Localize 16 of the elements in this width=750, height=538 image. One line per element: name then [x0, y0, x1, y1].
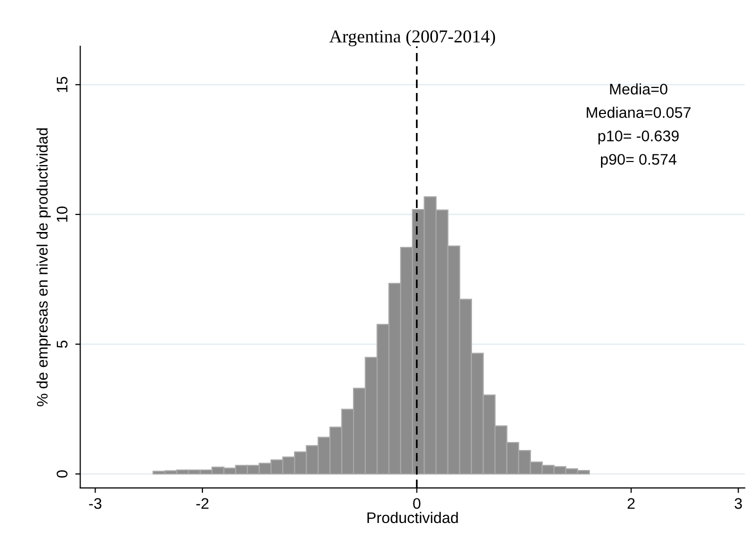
y-tick-label: 0: [56, 470, 68, 478]
x-tick-label: -2: [196, 498, 208, 509]
chart-title: Argentina (2007-2014): [329, 30, 496, 46]
y-axis-title: % de empresas en nivel de productividad: [36, 128, 51, 406]
annotation: Mediana=0.057: [586, 106, 691, 118]
y-tick-label: 5: [56, 340, 68, 348]
annotation: p10= -0.639: [598, 130, 679, 144]
annotation: p90= 0.574: [600, 154, 676, 168]
x-tick-label: 0: [413, 498, 420, 509]
y-tick-label: 15: [56, 76, 68, 92]
y-tick-label: 10: [56, 206, 68, 222]
annotation: Media=0: [610, 83, 668, 95]
x-tick-label: -3: [89, 498, 102, 509]
x-tick-label: 3: [734, 498, 742, 509]
x-axis-title: Productividad: [367, 512, 458, 524]
x-tick-label: 2: [628, 498, 635, 509]
